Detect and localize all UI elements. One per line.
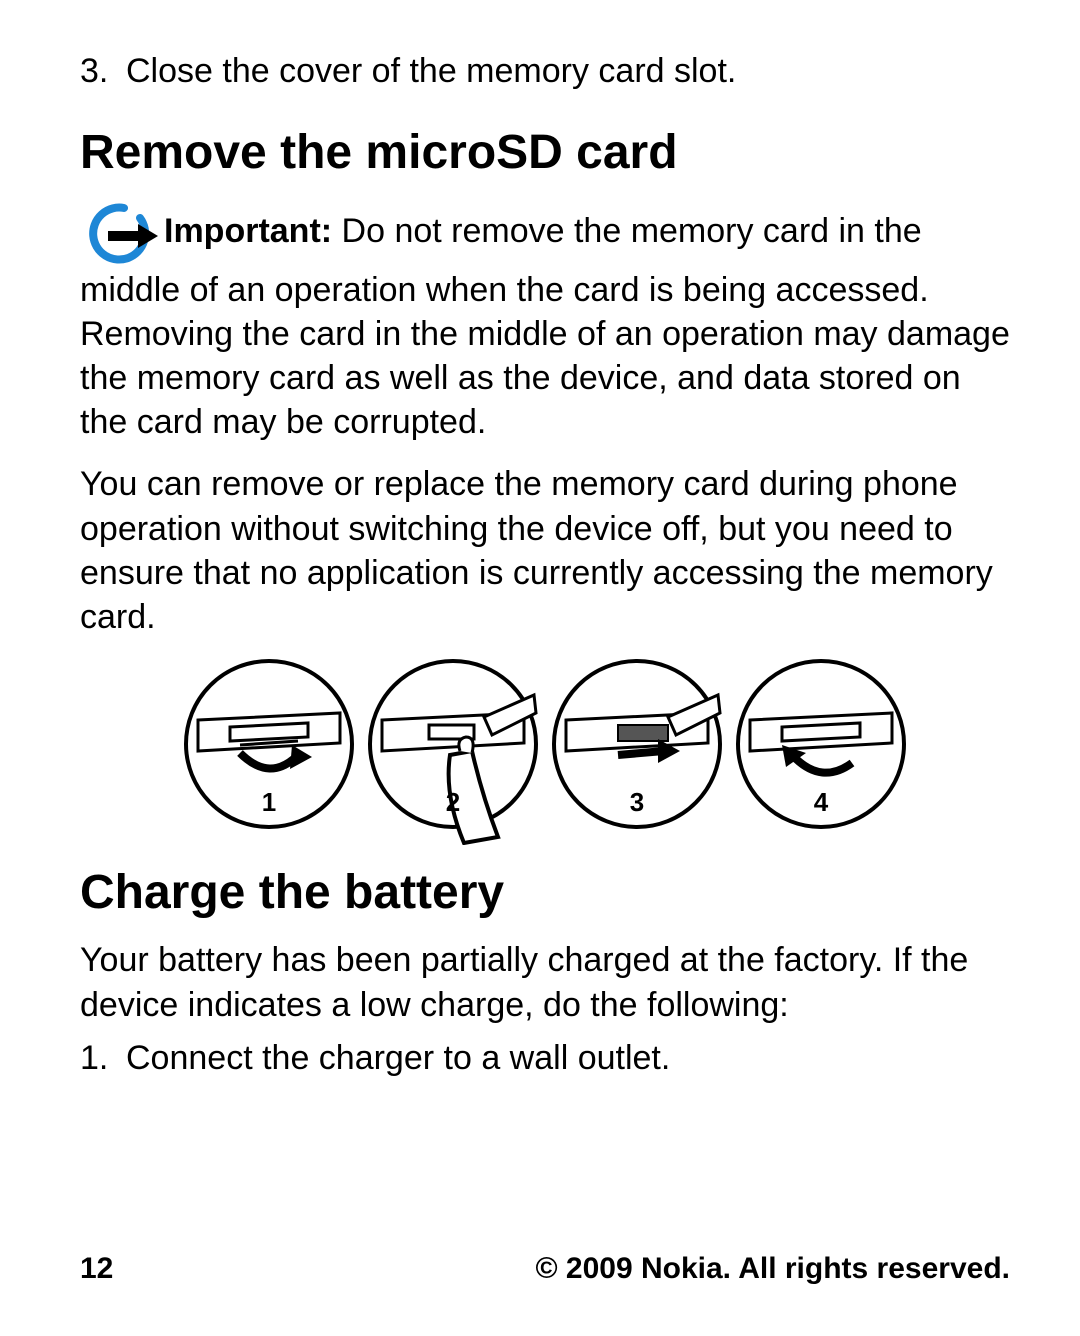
heading-charge-battery: Charge the battery [80, 865, 1010, 920]
step-number: 3. [80, 50, 126, 93]
remove-card-step-2-icon: 2 [364, 655, 542, 845]
step-number: 1. [80, 1037, 126, 1080]
diagram-label-3: 3 [630, 787, 644, 817]
remove-card-step-3-icon: 3 [548, 655, 726, 833]
diagram-label-4: 4 [814, 787, 829, 817]
page-number: 12 [80, 1252, 113, 1286]
heading-remove-microsd: Remove the microSD card [80, 125, 1010, 180]
remove-card-step-4-icon: 4 [732, 655, 910, 833]
diagram-label-1: 1 [262, 787, 276, 817]
step-text: Connect the charger to a wall outlet. [126, 1039, 670, 1077]
important-notice: Important: Do not remove the memory card… [80, 198, 1010, 445]
remove-card-diagram-row: 1 2 3 [80, 655, 1010, 845]
step-1-connect-charger: 1.Connect the charger to a wall outlet. [80, 1037, 1010, 1080]
para-remove-replace: You can remove or replace the memory car… [80, 462, 1010, 639]
remove-card-step-1-icon: 1 [180, 655, 358, 833]
step-text: Close the cover of the memory card slot. [126, 52, 736, 90]
copyright-text: © 2009 Nokia. All rights reserved. [535, 1252, 1010, 1286]
diagram-label-2: 2 [446, 787, 460, 817]
step-3-close-cover: 3.Close the cover of the memory card slo… [80, 50, 1010, 93]
page-footer: 12 © 2009 Nokia. All rights reserved. [80, 1252, 1010, 1286]
important-label: Important: [164, 212, 332, 250]
important-arrow-icon [80, 198, 158, 268]
manual-page: 3.Close the cover of the memory card slo… [0, 0, 1080, 1336]
para-charge-intro: Your battery has been partially charged … [80, 938, 1010, 1026]
